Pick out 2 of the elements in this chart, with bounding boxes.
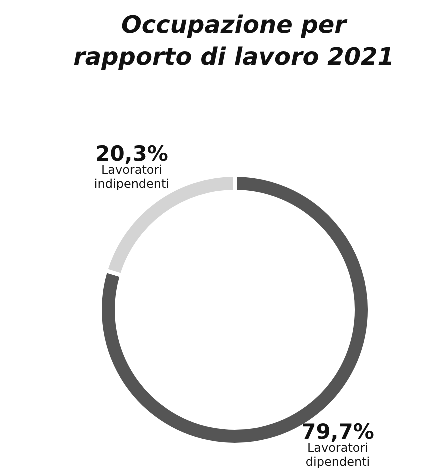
chart-title: Occupazione per rapporto di lavoro 2021 bbox=[74, 11, 394, 71]
slice-label: Lavoratori indipendenti bbox=[94, 163, 170, 192]
